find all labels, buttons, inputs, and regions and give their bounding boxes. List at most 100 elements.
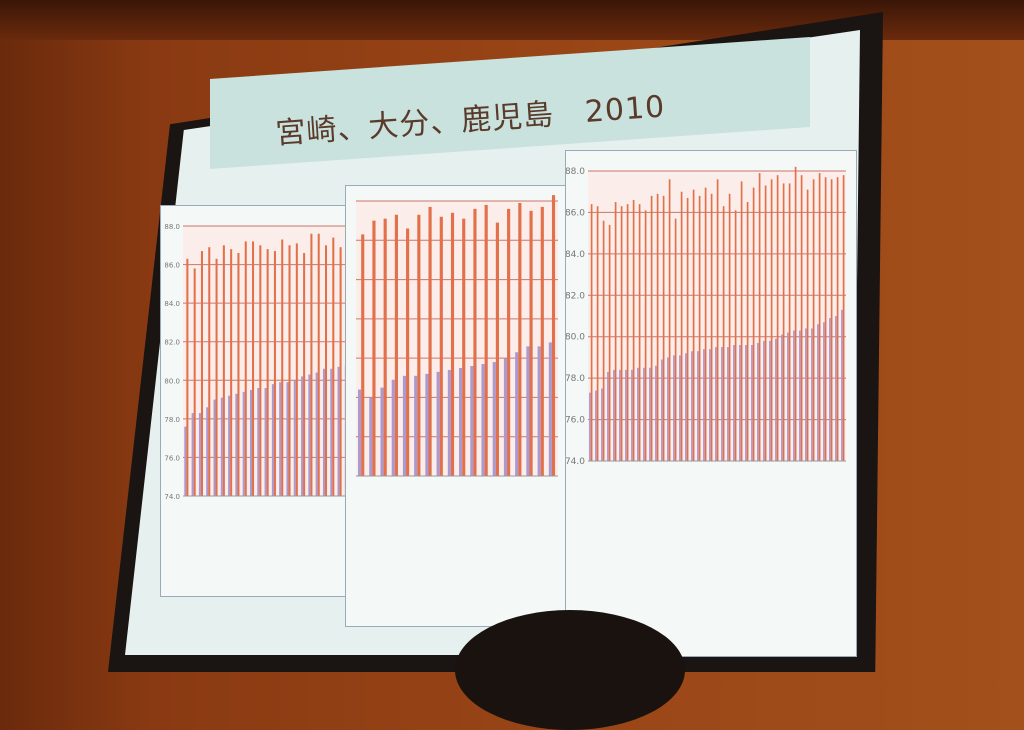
bar-female <box>626 204 629 461</box>
bar-female <box>484 204 488 476</box>
bar-male <box>613 369 615 461</box>
bar-female <box>193 268 196 496</box>
bar-male <box>709 349 711 461</box>
bar-female <box>818 173 821 462</box>
chart-kagoshima: 74.0 76.0 78.0 80.0 82.0 84.0 86.0 88.0 <box>565 150 857 657</box>
bar-male <box>515 352 519 476</box>
bar-male <box>673 355 675 461</box>
bar-male <box>739 345 741 461</box>
bar-female <box>722 206 725 461</box>
bar-male <box>835 316 837 461</box>
bar-female <box>692 189 695 461</box>
bar-male <box>526 346 530 476</box>
bar-female <box>529 210 533 477</box>
bar-male <box>228 395 231 496</box>
bar-male <box>425 373 429 476</box>
bar-female <box>288 245 291 496</box>
bar-male <box>213 399 216 496</box>
bar-male <box>661 359 663 461</box>
bar-male <box>286 382 289 496</box>
bar-male <box>242 391 245 496</box>
bar-female <box>230 249 233 496</box>
bar-male <box>492 362 496 476</box>
bar-male <box>308 374 311 496</box>
bar-female <box>317 233 320 496</box>
bar-female <box>746 202 749 462</box>
bar-male <box>823 322 825 461</box>
bar-male <box>787 332 789 461</box>
bar-male <box>279 382 282 496</box>
bar-female <box>200 251 203 496</box>
bar-female <box>417 214 421 476</box>
audience-head <box>455 610 685 730</box>
bar-female <box>824 177 827 461</box>
bar-female <box>361 234 365 476</box>
bar-female <box>794 166 797 461</box>
bar-male <box>667 357 669 461</box>
bar-female <box>310 233 313 496</box>
bar-female <box>222 245 225 496</box>
bar-female <box>252 241 255 496</box>
bar-female <box>450 212 455 477</box>
bar-female <box>620 206 623 461</box>
bar-female <box>656 193 659 461</box>
bar-male <box>625 369 627 461</box>
bar-male <box>369 397 373 476</box>
bar-female <box>339 247 342 496</box>
bar-male <box>198 413 201 496</box>
y-tick-label: 86.0 <box>164 262 180 270</box>
bar-female <box>812 179 815 462</box>
bar-male <box>721 347 723 461</box>
bar-male <box>235 393 238 496</box>
bar-female <box>752 187 755 462</box>
bar-female <box>716 179 719 462</box>
bar-male <box>184 426 187 496</box>
plot-area <box>356 201 558 476</box>
bar-male <box>799 330 801 461</box>
bar-female <box>842 175 845 461</box>
y-tick-label: 78.0 <box>164 416 180 424</box>
y-tick-label: 76.0 <box>566 416 585 426</box>
bar-female <box>644 210 647 461</box>
bar-female <box>281 239 284 496</box>
bar-male <box>503 358 508 476</box>
bar-male <box>619 369 621 461</box>
bar-male <box>841 309 843 461</box>
bar-male <box>637 367 639 461</box>
bar-female <box>462 218 466 476</box>
y-tick-label: 84.0 <box>566 250 585 260</box>
bar-male <box>691 351 693 461</box>
bar-female <box>758 173 761 462</box>
bar-female <box>830 179 833 462</box>
bar-male <box>811 328 813 461</box>
bar-male <box>763 340 765 461</box>
bar-male <box>793 330 795 461</box>
bar-male <box>470 366 474 476</box>
bar-female <box>686 197 689 461</box>
bar-female <box>674 218 677 461</box>
bar-female <box>614 202 617 462</box>
bar-male <box>315 372 318 496</box>
bar-female <box>259 245 262 496</box>
bar-male <box>601 388 603 461</box>
bar-female <box>704 187 707 462</box>
bar-female <box>764 185 767 461</box>
bar-female <box>782 183 785 461</box>
bar-male <box>643 367 645 461</box>
y-tick-label: 86.0 <box>566 208 585 218</box>
bar-male <box>330 368 333 496</box>
y-tick-label: 84.0 <box>164 300 180 308</box>
bar-male <box>436 371 440 476</box>
y-tick-label: 88.0 <box>164 223 180 231</box>
bar-female <box>295 243 298 496</box>
bar-female <box>551 195 556 476</box>
bar-male <box>757 342 759 461</box>
bar-female <box>806 189 809 461</box>
bar-male <box>679 355 681 461</box>
bar-male <box>548 342 552 476</box>
bar-female <box>710 193 713 461</box>
bar-female <box>836 177 839 461</box>
bar-male <box>391 379 395 476</box>
bar-female <box>770 179 773 462</box>
bar-male <box>781 334 783 461</box>
